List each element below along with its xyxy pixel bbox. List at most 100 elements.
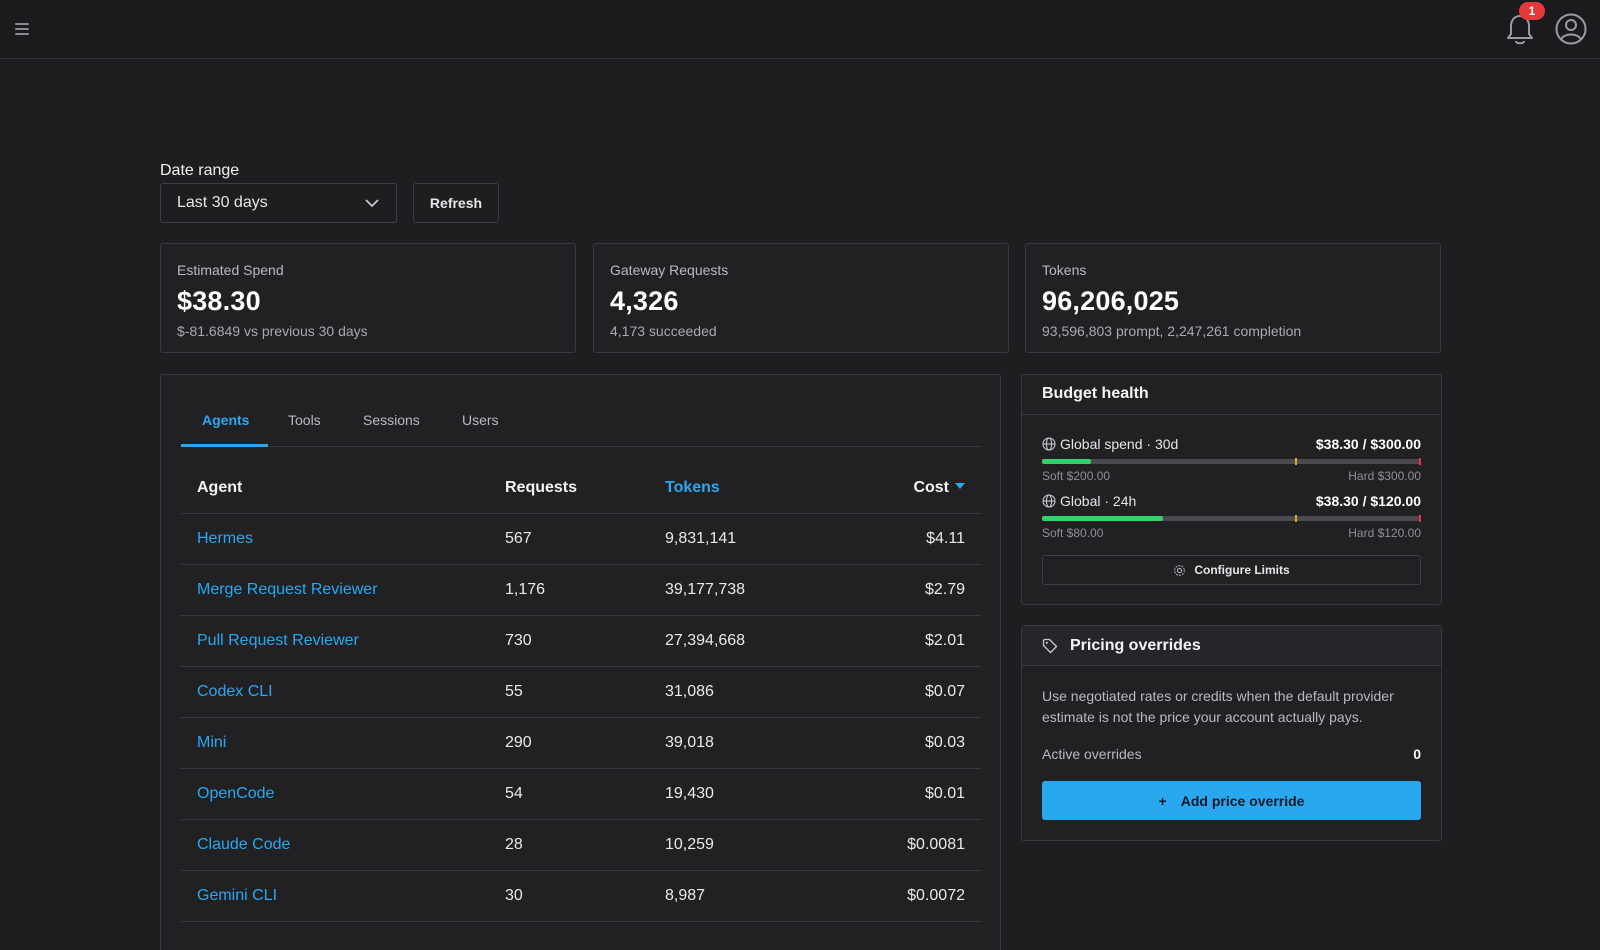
tokens-cell: 39,018 bbox=[665, 717, 865, 769]
tokens-cell: 8,987 bbox=[665, 870, 865, 922]
table-row: Pull Request Reviewer 730 27,394,668 $2.… bbox=[181, 615, 981, 667]
budget-health-title: Budget health bbox=[1022, 375, 1441, 415]
agents-table: Agent Requests Tokens Cost Hermes 567 9,… bbox=[181, 463, 981, 922]
requests-cell: 567 bbox=[505, 513, 665, 565]
stat-subtext: 93,596,803 prompt, 2,247,261 completion bbox=[1042, 323, 1302, 339]
table-header-row: Agent Requests Tokens Cost bbox=[181, 463, 981, 514]
hard-limit-marker bbox=[1419, 515, 1421, 522]
date-range-select[interactable]: Last 30 days bbox=[160, 183, 397, 223]
chevron-down-icon bbox=[365, 199, 379, 208]
requests-cell: 55 bbox=[505, 666, 665, 718]
requests-cell: 30 bbox=[505, 870, 665, 922]
requests-cell: 730 bbox=[505, 615, 665, 667]
sort-descending-icon bbox=[955, 482, 965, 489]
globe-icon bbox=[1042, 437, 1056, 451]
agent-link[interactable]: Claude Code bbox=[181, 819, 505, 871]
budget-row-30d: Global spend · 30d $38.30 / $300.00 Soft… bbox=[1042, 435, 1421, 483]
stat-value: 96,206,025 bbox=[1042, 286, 1180, 316]
requests-cell: 1,176 bbox=[505, 564, 665, 616]
cost-cell: $0.03 bbox=[865, 717, 981, 769]
hard-limit-label: Hard $120.00 bbox=[1348, 526, 1421, 540]
tab-agents[interactable]: Agents bbox=[202, 412, 250, 428]
cost-cell: $0.0081 bbox=[865, 819, 981, 871]
hamburger-menu-icon[interactable] bbox=[14, 20, 30, 36]
stat-label: Gateway Requests bbox=[610, 262, 729, 278]
soft-limit-label: Soft $80.00 bbox=[1042, 526, 1104, 540]
table-row: Gemini CLI 30 8,987 $0.0072 bbox=[181, 870, 981, 922]
tag-icon bbox=[1042, 638, 1058, 653]
soft-limit-marker bbox=[1294, 515, 1297, 522]
column-header-requests[interactable]: Requests bbox=[505, 463, 665, 514]
globe-icon bbox=[1042, 494, 1056, 508]
tab-tools[interactable]: Tools bbox=[288, 412, 321, 428]
requests-cell: 54 bbox=[505, 768, 665, 820]
budget-progress-bar bbox=[1042, 515, 1421, 522]
agent-link[interactable]: Merge Request Reviewer bbox=[181, 564, 505, 616]
hard-limit-marker bbox=[1419, 458, 1421, 465]
tokens-cell: 31,086 bbox=[665, 666, 865, 718]
table-row: OpenCode 54 19,430 $0.01 bbox=[181, 768, 981, 820]
cost-cell: $4.11 bbox=[865, 513, 981, 565]
budget-amount: $38.30 / $300.00 bbox=[1315, 436, 1421, 452]
tab-sessions[interactable]: Sessions bbox=[363, 412, 420, 428]
table-row: Codex CLI 55 31,086 $0.07 bbox=[181, 666, 981, 718]
stat-label: Estimated Spend bbox=[177, 262, 284, 278]
usage-breakdown-panel: Agents Tools Sessions Users Agent Reques… bbox=[160, 374, 1001, 950]
tokens-cell: 9,831,141 bbox=[665, 513, 865, 565]
top-bar: 1 bbox=[0, 0, 1600, 59]
stat-subtext: 4,173 succeeded bbox=[610, 323, 717, 339]
tokens-cell: 27,394,668 bbox=[665, 615, 865, 667]
plus-icon: + bbox=[1158, 792, 1167, 809]
tokens-cell: 10,259 bbox=[665, 819, 865, 871]
column-header-tokens[interactable]: Tokens bbox=[665, 463, 865, 514]
column-header-agent[interactable]: Agent bbox=[181, 463, 505, 514]
cost-cell: $2.79 bbox=[865, 564, 981, 616]
budget-name: Global · 24h bbox=[1060, 493, 1137, 509]
agent-link[interactable]: Hermes bbox=[181, 513, 505, 565]
agent-link[interactable]: Codex CLI bbox=[181, 666, 505, 718]
tab-users[interactable]: Users bbox=[462, 412, 499, 428]
hard-limit-label: Hard $300.00 bbox=[1348, 469, 1421, 483]
configure-limits-button[interactable]: Configure Limits bbox=[1042, 555, 1421, 585]
cost-cell: $0.0072 bbox=[865, 870, 981, 922]
stat-card-requests: Gateway Requests 4,326 4,173 succeeded bbox=[593, 243, 1009, 353]
cost-cell: $0.01 bbox=[865, 768, 981, 820]
date-range-label: Date range bbox=[160, 162, 240, 179]
tab-bar: Agents Tools Sessions Users bbox=[181, 375, 981, 447]
table-row: Hermes 567 9,831,141 $4.11 bbox=[181, 513, 981, 565]
refresh-button[interactable]: Refresh bbox=[413, 183, 499, 223]
stat-subtext: $-81.6849 vs previous 30 days bbox=[177, 323, 368, 339]
notification-badge: 1 bbox=[1519, 2, 1545, 20]
add-price-override-button[interactable]: + Add price override bbox=[1042, 781, 1421, 820]
active-overrides-row: Active overrides 0 bbox=[1042, 746, 1421, 762]
active-tab-indicator bbox=[181, 444, 268, 447]
stat-card-spend: Estimated Spend $38.30 $-81.6849 vs prev… bbox=[160, 243, 576, 353]
budget-progress-fill bbox=[1042, 516, 1163, 521]
agent-link[interactable]: Gemini CLI bbox=[181, 870, 505, 922]
budget-progress-bar bbox=[1042, 458, 1421, 465]
date-range-value: Last 30 days bbox=[177, 194, 268, 211]
budget-health-panel: Budget health Global spend · 30d $38.30 … bbox=[1021, 374, 1442, 605]
requests-cell: 28 bbox=[505, 819, 665, 871]
add-price-override-label: Add price override bbox=[1180, 792, 1305, 809]
gear-icon bbox=[1174, 564, 1186, 576]
requests-cell: 290 bbox=[505, 717, 665, 769]
active-overrides-count: 0 bbox=[1413, 746, 1421, 762]
user-avatar-icon[interactable] bbox=[1554, 12, 1588, 46]
stat-value: 4,326 bbox=[610, 286, 679, 316]
pricing-overrides-description: Use negotiated rates or credits when the… bbox=[1042, 688, 1394, 725]
tokens-cell: 19,430 bbox=[665, 768, 865, 820]
tokens-cell: 39,177,738 bbox=[665, 564, 865, 616]
cost-cell: $2.01 bbox=[865, 615, 981, 667]
agent-link[interactable]: OpenCode bbox=[181, 768, 505, 820]
table-row: Merge Request Reviewer 1,176 39,177,738 … bbox=[181, 564, 981, 616]
configure-limits-label: Configure Limits bbox=[1194, 563, 1290, 577]
budget-amount: $38.30 / $120.00 bbox=[1315, 493, 1421, 509]
budget-name: Global spend · 30d bbox=[1060, 436, 1179, 452]
agent-link[interactable]: Pull Request Reviewer bbox=[181, 615, 505, 667]
stat-value: $38.30 bbox=[177, 286, 261, 316]
agent-link[interactable]: Mini bbox=[181, 717, 505, 769]
active-overrides-label: Active overrides bbox=[1042, 746, 1142, 762]
pricing-overrides-panel: Pricing overrides Use negotiated rates o… bbox=[1021, 625, 1442, 841]
column-header-cost[interactable]: Cost bbox=[865, 463, 981, 514]
